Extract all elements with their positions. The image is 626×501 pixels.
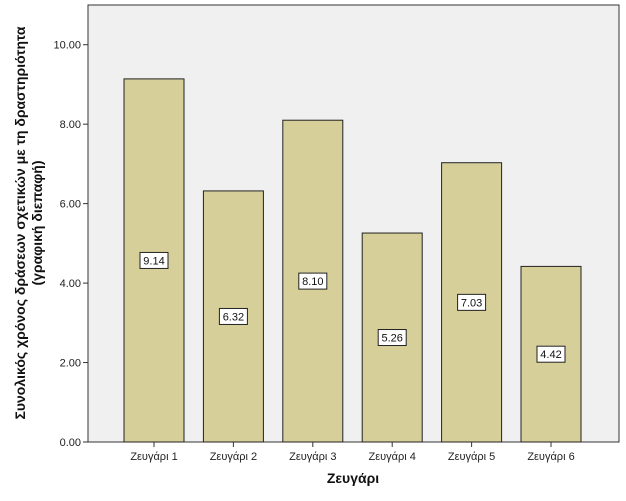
x-tick-label: Ζευγάρι 4 [369, 451, 416, 463]
y-axis-title: Συνολικός χρόνος δράσεων σχετικών με τη … [12, 26, 45, 419]
y-tick-label: 0.00 [60, 437, 81, 449]
data-label-box [377, 329, 407, 347]
data-label: 8.10 [302, 276, 323, 288]
data-label-box [298, 272, 328, 290]
x-axis-title: Ζευγάρι [327, 470, 379, 486]
bars-group: 9.14 6.32 8.10 5.26 7.03 4.42 [123, 78, 582, 443]
data-label: 4.42 [540, 349, 561, 361]
x-tick-label: Ζευγάρι 3 [289, 451, 336, 463]
y-axis-title-line-1: Συνολικός χρόνος δράσεων σχετικών με τη … [12, 26, 28, 419]
data-label: 5.26 [381, 333, 402, 345]
data-label: 7.03 [461, 297, 482, 309]
x-tick-label: Ζευγάρι 1 [130, 451, 177, 463]
data-label-box [536, 345, 566, 363]
y-tick-label: 4.00 [60, 278, 81, 290]
data-label-box [457, 293, 487, 311]
y-axis-title-line-2: (γραφική διεπαφή) [29, 160, 45, 285]
y-tick-label: 8.00 [60, 119, 81, 131]
data-label: 9.14 [143, 255, 164, 267]
y-tick-label: 2.00 [60, 358, 81, 370]
y-tick-label: 10.00 [53, 40, 81, 52]
y-tick-label: 6.00 [60, 199, 81, 211]
data-label-box [139, 251, 169, 269]
data-label-box [218, 307, 248, 325]
x-tick-label: Ζευγάρι 5 [448, 451, 495, 463]
x-tick-label: Ζευγάρι 6 [527, 451, 574, 463]
y-axis: 0.00 2.00 4.00 6.00 8.00 10.00 [53, 40, 88, 449]
data-label: 6.32 [223, 311, 244, 323]
x-axis: Ζευγάρι 1 Ζευγάρι 2 Ζευγάρι 3 Ζευγάρι 4 Ζευγ… [130, 442, 575, 463]
x-tick-label: Ζευγάρι 2 [210, 451, 257, 463]
